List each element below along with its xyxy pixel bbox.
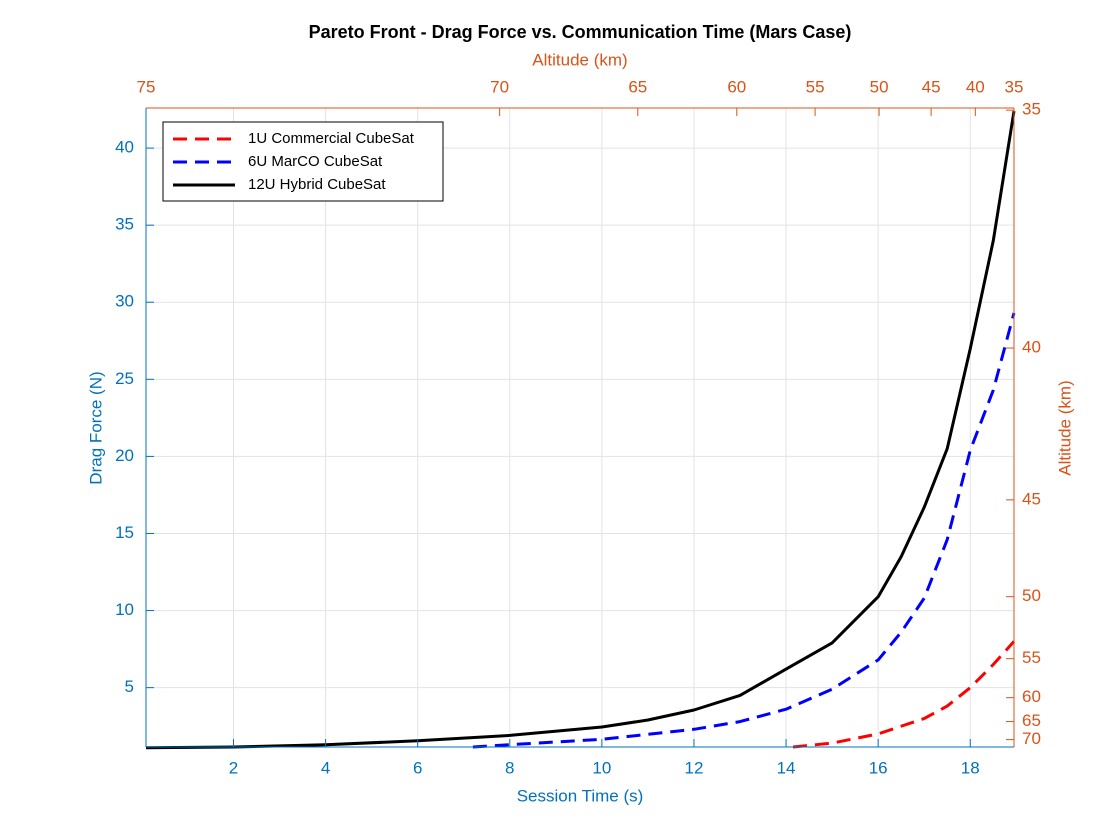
legend-label: 6U MarCO CubeSat — [248, 153, 383, 170]
y2-tick-label: 45 — [1022, 489, 1041, 508]
x-tick-label: 12 — [685, 758, 704, 777]
x2-tick-label: 65 — [628, 77, 647, 96]
y2-tick-label: 55 — [1022, 648, 1041, 667]
y-tick-label: 30 — [115, 292, 134, 311]
x-tick-label: 14 — [777, 758, 796, 777]
x2-tick-label: 50 — [870, 77, 889, 96]
y2-tick-label: 65 — [1022, 711, 1041, 730]
x2-tick-label: 40 — [966, 77, 985, 96]
x-tick-label: 10 — [592, 758, 611, 777]
series-line — [792, 640, 1016, 749]
x-tick-label: 4 — [321, 758, 330, 777]
y2-tick-label: 40 — [1022, 338, 1041, 357]
y-tick-label: 5 — [125, 677, 134, 696]
x2-tick-label: 45 — [922, 77, 941, 96]
legend: 1U Commercial CubeSat 6U MarCO CubeSat 12U… — [162, 121, 444, 202]
x-tick-label: 6 — [413, 758, 422, 777]
x2-tick-label: 35 — [1005, 77, 1024, 96]
x-tick-label: 8 — [505, 758, 514, 777]
y2-axis-label: Altitude (km) — [1055, 380, 1074, 475]
y-axis-label: Drag Force (N) — [86, 371, 105, 484]
x-tick-label: 16 — [869, 758, 888, 777]
legend-label: 12U Hybrid CubeSat — [248, 176, 386, 193]
chart-title: Pareto Front - Drag Force vs. Communicat… — [309, 22, 852, 42]
y-tick-label: 40 — [115, 138, 134, 157]
x-tick-label: 18 — [961, 758, 980, 777]
y-tick-label: 35 — [115, 215, 134, 234]
x2-tick-label: 70 — [490, 77, 509, 96]
y2-tick-label: 60 — [1022, 687, 1041, 706]
grid — [146, 108, 1014, 747]
y-tick-label: 20 — [115, 446, 134, 465]
plot-area — [146, 108, 1014, 747]
series-line — [145, 110, 1016, 750]
y2-tick-label: 35 — [1022, 100, 1041, 119]
x-tick-label: 2 — [229, 758, 238, 777]
y-tick-label: 25 — [115, 369, 134, 388]
y-tick-label: 10 — [115, 600, 134, 619]
x2-tick-label: 60 — [727, 77, 746, 96]
y-tick-label: 15 — [115, 523, 134, 542]
x-axis-label: Session Time (s) — [517, 786, 644, 805]
series-line — [472, 312, 1016, 749]
plot — [145, 110, 1016, 750]
y2-tick-label: 70 — [1022, 729, 1041, 748]
legend-box — [162, 121, 444, 202]
x2-tick-label: 55 — [806, 77, 825, 96]
legend-label: 1U Commercial CubeSat — [248, 130, 415, 147]
x2-tick-label: 75 — [137, 77, 156, 96]
y2-tick-label: 50 — [1022, 586, 1041, 605]
x2-axis-label: Altitude (km) — [532, 50, 627, 69]
